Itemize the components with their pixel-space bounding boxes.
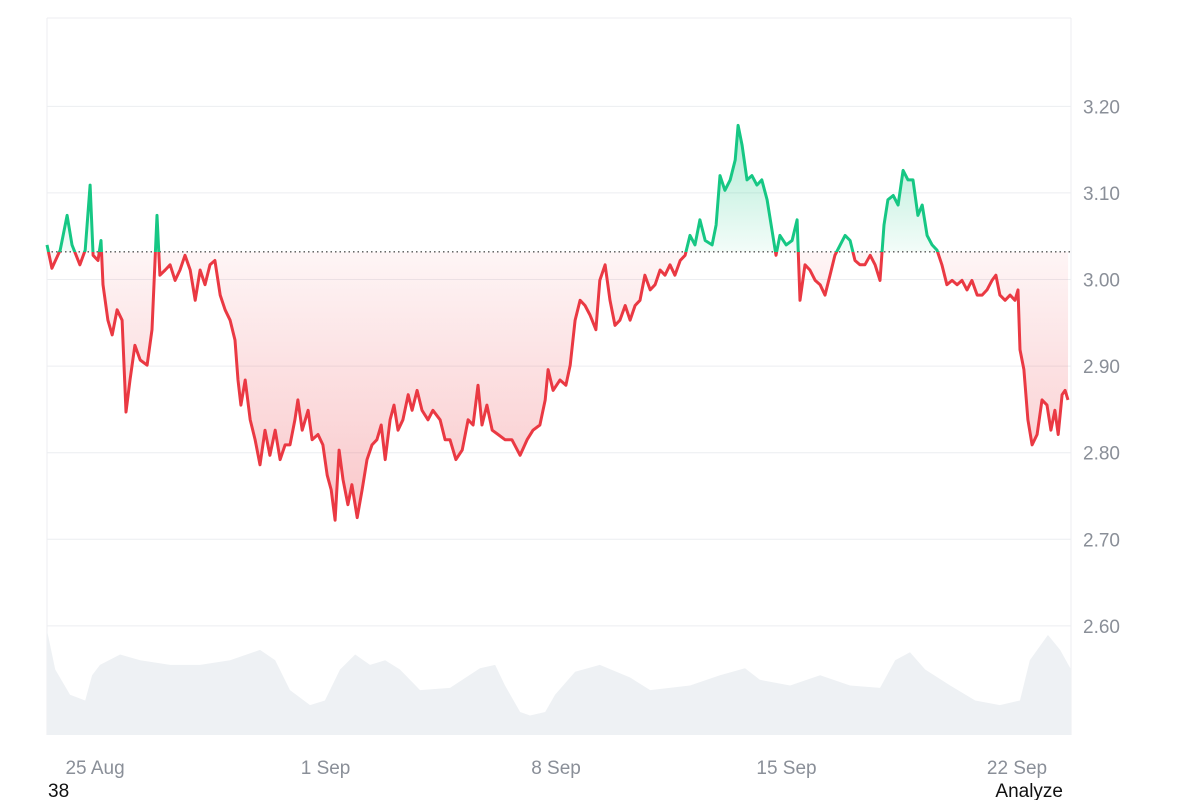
y-tick-label: 2.70 — [1083, 530, 1120, 551]
y-tick-label: 2.90 — [1083, 357, 1120, 378]
y-tick-label: 3.20 — [1083, 97, 1120, 118]
x-tick-label: 25 Aug — [65, 758, 124, 779]
x-tick-label: 15 Sep — [756, 758, 816, 779]
footer-left: 38 — [48, 781, 69, 800]
x-tick-label: 8 Sep — [531, 758, 581, 779]
price-line — [45, 123, 1070, 522]
y-tick-label: 3.10 — [1083, 184, 1120, 205]
y-tick-label: 3.00 — [1083, 271, 1120, 292]
volume-area — [47, 630, 1071, 735]
y-tick-label: 2.80 — [1083, 444, 1120, 465]
y-tick-label: 2.60 — [1083, 617, 1120, 638]
x-tick-label: 1 Sep — [301, 758, 351, 779]
x-tick-label: 22 Sep — [987, 758, 1047, 779]
analyze-button[interactable]: Analyze — [995, 781, 1063, 802]
